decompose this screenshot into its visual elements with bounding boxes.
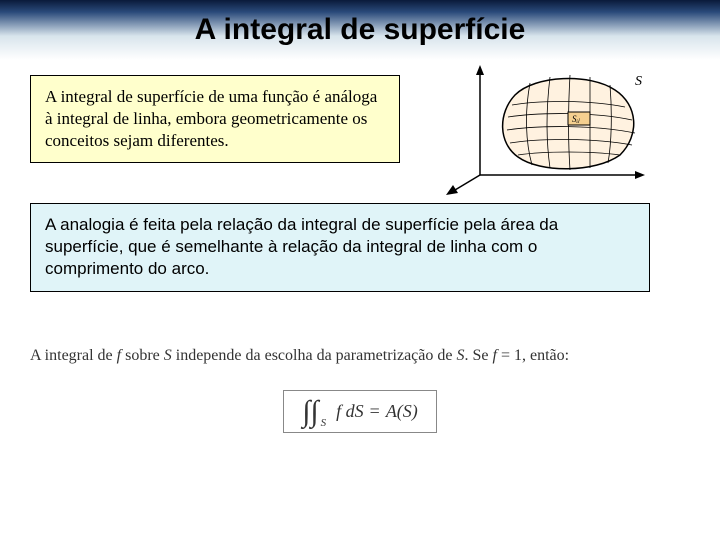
formula-box: ∫∫S f dS = A(S) <box>283 390 437 433</box>
math-mid2: independe da escolha da parametrização d… <box>172 347 457 364</box>
definition-text: A integral de superfície de uma função é… <box>45 87 377 150</box>
math-mid1: sobre <box>121 347 164 364</box>
formula-equals: = <box>370 401 380 422</box>
math-mid3: . Se <box>464 347 492 364</box>
math-mid4: = 1, então: <box>497 347 569 364</box>
integral-symbol: ∫∫ <box>302 401 318 422</box>
analogy-box: A analogia é feita pela relação da integ… <box>30 203 650 291</box>
math-prefix: A integral de <box>30 347 117 364</box>
formula-rhs: A(S) <box>386 401 418 422</box>
math-s: S <box>164 347 172 364</box>
content-area: A integral de superfície de uma função é… <box>0 60 720 448</box>
analogy-text: A analogia é feita pela relação da integ… <box>45 215 558 278</box>
diagram-label-s: S <box>635 74 642 89</box>
formula-lhs: f dS <box>336 401 364 422</box>
title-bar: A integral de superfície <box>0 0 720 60</box>
definition-box: A integral de superfície de uma função é… <box>30 75 400 163</box>
surface-diagram: S Sᵢⱼ <box>440 65 660 195</box>
integral-sub: S <box>321 417 327 429</box>
page-title: A integral de superfície <box>195 13 526 47</box>
math-statement: A integral de f sobre S independe da esc… <box>30 347 690 365</box>
